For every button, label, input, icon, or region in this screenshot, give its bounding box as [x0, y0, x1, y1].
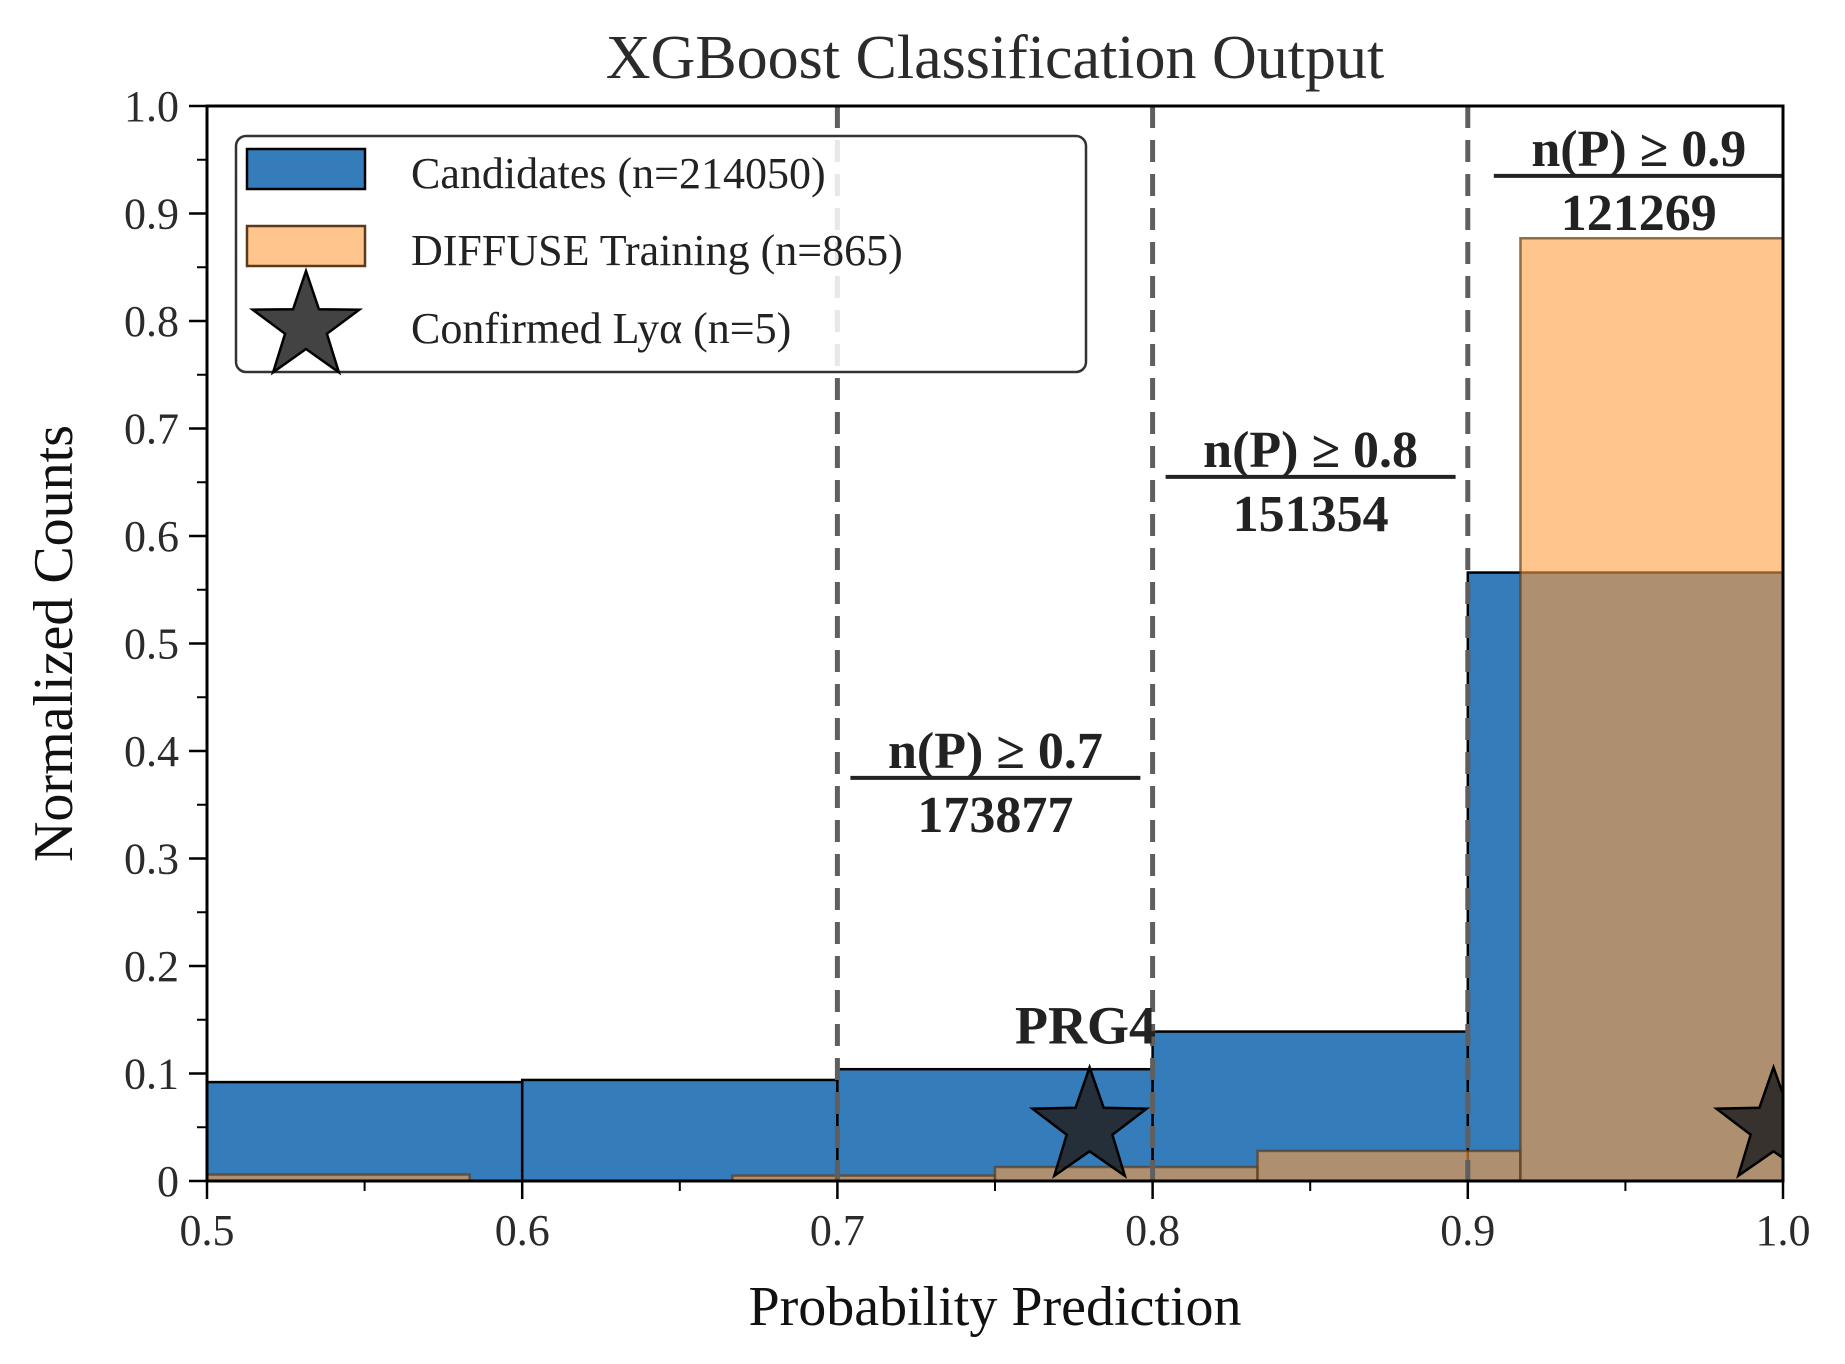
- x-tick-label: 0.8: [1125, 1206, 1180, 1255]
- diffuse-bar-3: [993, 1165, 1259, 1181]
- candidates-bar-0: [207, 1080, 524, 1181]
- threshold-label-bottom-0: 173877: [917, 787, 1073, 844]
- y-tick-label: 0.4: [124, 727, 179, 776]
- diffuse-bar-5: [1519, 236, 1783, 1181]
- y-tick-label: 0.6: [124, 512, 179, 561]
- x-tick-label: 0.5: [180, 1206, 235, 1255]
- threshold-label-top-2: n(P) ≥ 0.9: [1531, 121, 1746, 178]
- confirmed-star-0: [1028, 1063, 1151, 1179]
- legend-entry-1: DIFFUSE Training (n=865): [411, 226, 903, 275]
- y-tick-label: 0.5: [124, 620, 179, 669]
- legend-box: [234, 134, 1088, 374]
- y-tick-label: 0.9: [124, 190, 179, 239]
- x-tick-label: 1.0: [1756, 1206, 1811, 1255]
- confirmed-star-1: [1712, 1063, 1783, 1179]
- y-tick-label: 1.0: [124, 82, 179, 131]
- legend-swatch-diffuse: [245, 224, 367, 268]
- threshold-label-top-1: n(P) ≥ 0.8: [1203, 422, 1418, 479]
- diffuse-bar-4: [1256, 1149, 1522, 1181]
- candidates-bar-1: [520, 1078, 839, 1181]
- threshold-label-top-0: n(P) ≥ 0.7: [888, 723, 1103, 780]
- threshold-label-bottom-1: 151354: [1233, 486, 1389, 543]
- y-axis-label: Normalized Counts: [23, 425, 85, 862]
- x-tick-label: 0.9: [1440, 1206, 1495, 1255]
- y-tick-label: 0.2: [124, 942, 179, 991]
- legend-star-icon: [248, 267, 364, 376]
- x-tick-label: 0.6: [495, 1206, 550, 1255]
- y-tick-label: 0.1: [124, 1050, 179, 1099]
- legend-swatch-candidates: [245, 147, 367, 191]
- legend: Candidates (n=214050) DIFFUSE Training (n…: [234, 134, 1088, 376]
- legend-entry-2: Confirmed Lyα (n=5): [411, 304, 791, 353]
- star-label-0: PRG4: [1015, 996, 1156, 1056]
- y-tick-label: 0.7: [124, 405, 179, 454]
- y-tick-label: 0.3: [124, 835, 179, 884]
- legend-entry-0: Candidates (n=214050): [411, 149, 826, 198]
- x-tick-label: 0.7: [810, 1206, 865, 1255]
- chart-title: XGBoost Classification Output: [606, 24, 1384, 92]
- y-tick-label: 0: [157, 1157, 179, 1206]
- threshold-label-bottom-2: 121269: [1561, 185, 1717, 242]
- diffuse-bar-0: [207, 1173, 471, 1181]
- x-axis-label: Probability Prediction: [748, 1276, 1241, 1338]
- y-tick-label: 0.8: [124, 297, 179, 346]
